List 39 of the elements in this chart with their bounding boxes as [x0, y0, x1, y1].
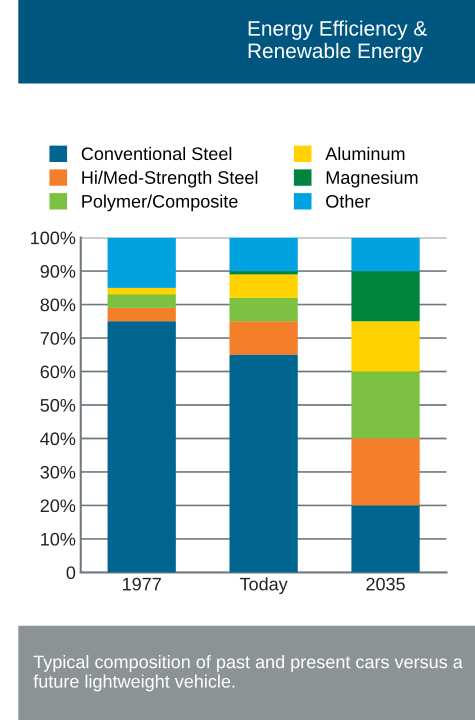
- x-tick-label: 2035: [366, 578, 405, 591]
- bar: [351, 271, 420, 322]
- y-tick-label: 0: [66, 566, 76, 580]
- y-tick-label: 90%: [40, 265, 76, 278]
- y-tick-label: 20%: [40, 499, 76, 512]
- y-tick-label: 80%: [40, 298, 76, 312]
- y-tick-label: 30%: [40, 466, 76, 479]
- bar: [229, 298, 298, 322]
- legend-label: Aluminum: [325, 146, 404, 160]
- bar: [351, 321, 420, 372]
- bar: [108, 321, 176, 572]
- bar: [108, 308, 176, 322]
- bar: [351, 372, 420, 438]
- legend-label: Hi/Med-Strength Steel: [82, 170, 258, 188]
- text: Typical composition of past and present cars versus a future lightweight vehicle.: [34, 655, 463, 692]
- legend-label: Conventional Steel: [82, 146, 232, 160]
- y-tick-label: 100%: [31, 232, 76, 244]
- chart-title: Energy Efficiency & Renewable Energy: [248, 20, 427, 62]
- bar: [108, 238, 176, 288]
- y-tick-label: 70%: [40, 332, 76, 345]
- bar: [351, 438, 420, 506]
- x-tick-label: 1977: [123, 578, 161, 591]
- bar: [229, 321, 298, 355]
- bar: [229, 238, 298, 272]
- y-tick-label: 60%: [40, 365, 76, 378]
- bar: [229, 354, 298, 572]
- legend-label: Magnesium: [326, 170, 418, 188]
- y-tick-label: 10%: [41, 532, 76, 546]
- x-tick-label: Today: [240, 577, 288, 594]
- legend-label: Other: [326, 194, 370, 208]
- bar: [229, 271, 298, 274]
- bar: [229, 274, 298, 298]
- bar: [351, 505, 420, 572]
- y-tick-label: 40%: [40, 432, 76, 446]
- y-tick-label: 50%: [40, 398, 76, 412]
- legend-label: Polymer/Composite: [82, 194, 238, 212]
- bar: [108, 294, 176, 308]
- bar: [351, 238, 420, 272]
- bar: [108, 288, 176, 295]
